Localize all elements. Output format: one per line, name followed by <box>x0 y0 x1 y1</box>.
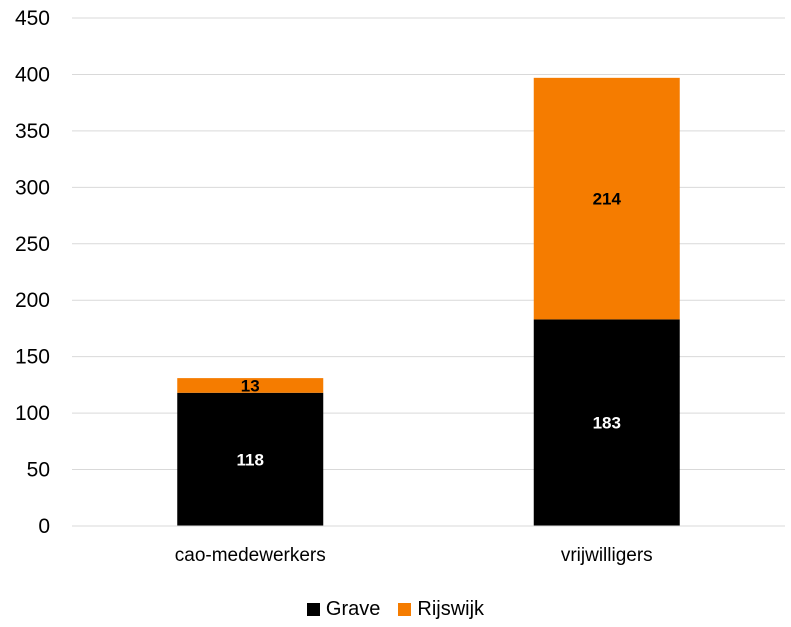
x-category-label: vrijwilligers <box>561 545 653 566</box>
y-axis: 0 50 100 150 200 250 300 350 400 450 <box>15 7 50 538</box>
y-tick-label: 0 <box>38 515 50 538</box>
legend-item-rijswijk: Rijswijk <box>398 598 484 621</box>
data-label: 214 <box>593 190 622 209</box>
legend-swatch-rijswijk <box>398 603 412 616</box>
y-tick-label: 200 <box>15 289 50 312</box>
legend-label-rijswijk: Rijswijk <box>417 598 485 620</box>
y-tick-label: 50 <box>27 459 50 482</box>
y-tick-label: 250 <box>15 233 50 256</box>
bar-rijswijk-1 <box>533 77 680 320</box>
bar-grave-1 <box>533 319 680 526</box>
legend: Grave Rijswijk <box>0 598 791 621</box>
x-category-label: cao-medewerkers <box>175 545 326 566</box>
legend-item-grave: Grave <box>306 598 381 621</box>
x-axis: cao-medewerkers vrijwilligers <box>72 525 785 566</box>
legend-swatch-grave <box>306 603 320 616</box>
bars: 118 13 183 214 <box>177 77 680 526</box>
bar-rijswijk-0 <box>177 378 324 393</box>
data-label: 183 <box>593 414 621 433</box>
legend-label-grave: Grave <box>325 598 381 620</box>
y-tick-label: 100 <box>15 402 50 425</box>
data-label: 13 <box>241 376 260 395</box>
bar-grave-0 <box>177 392 324 526</box>
y-tick-label: 150 <box>15 346 50 369</box>
y-tick-label: 450 <box>15 7 50 30</box>
y-tick-label: 400 <box>15 63 50 86</box>
y-tick-label: 350 <box>15 120 50 143</box>
data-label: 118 <box>237 450 264 469</box>
y-tick-label: 300 <box>15 176 50 199</box>
